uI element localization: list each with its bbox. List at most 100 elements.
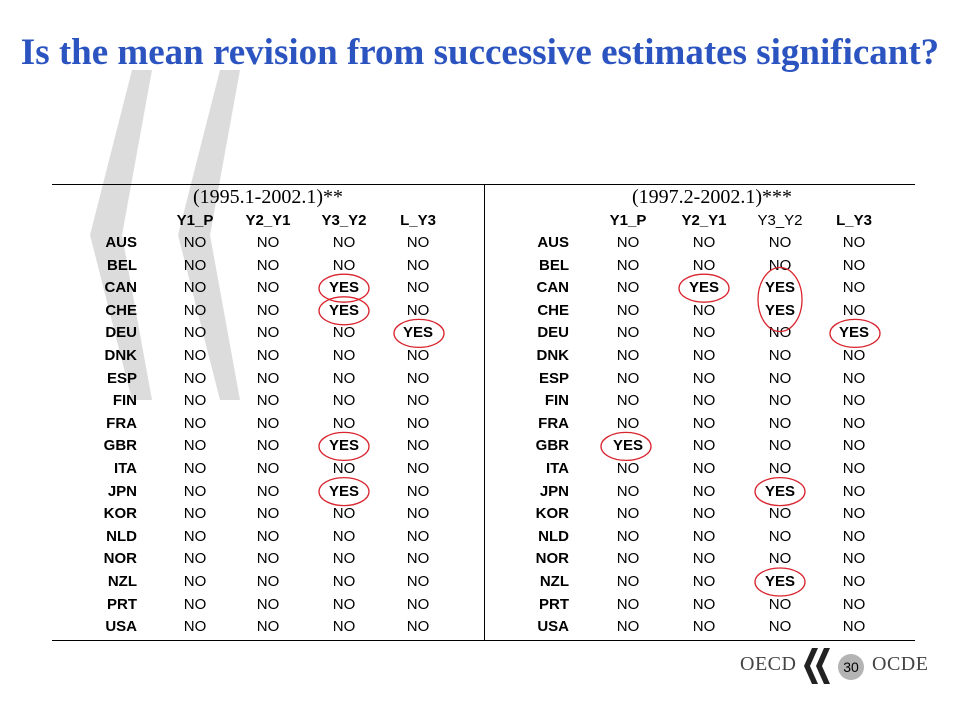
highlight-circle bbox=[829, 318, 881, 349]
country-label: ITA bbox=[113, 460, 137, 477]
country-label: DNK bbox=[104, 347, 138, 364]
value-cell: NO bbox=[842, 573, 866, 590]
value-cell: NO bbox=[616, 573, 640, 590]
value-cell: NO bbox=[256, 595, 280, 613]
country-label: PRT bbox=[107, 595, 137, 613]
value-cell: NO bbox=[768, 460, 792, 477]
value-cell: NO bbox=[842, 437, 866, 455]
value-cell: NO bbox=[616, 414, 640, 432]
value-cell: NO bbox=[406, 279, 430, 297]
value-cell: NO bbox=[256, 618, 280, 636]
value-cell: NO bbox=[842, 527, 866, 545]
panel-divider bbox=[484, 184, 485, 641]
value-cell: NO bbox=[842, 347, 866, 364]
country-label: CHE bbox=[105, 301, 137, 319]
value-cell: NO bbox=[616, 324, 640, 342]
value-cell: NO bbox=[406, 573, 430, 590]
value-cell: NO bbox=[406, 460, 430, 477]
highlight-circle bbox=[678, 273, 730, 303]
country-label: NLD bbox=[538, 527, 569, 545]
value-cell: NO bbox=[183, 618, 207, 636]
value-cell: NO bbox=[842, 482, 866, 500]
value-cell: NO bbox=[842, 550, 866, 568]
value-cell: NO bbox=[332, 324, 356, 342]
value-cell: NO bbox=[616, 256, 640, 274]
panel-period-label: (1997.2-2002.1)*** bbox=[632, 186, 792, 208]
value-cell: NO bbox=[692, 437, 716, 455]
value-cell: NO bbox=[692, 301, 716, 319]
highlight-circle bbox=[318, 431, 370, 462]
value-cell: NO bbox=[256, 505, 280, 523]
value-cell: NO bbox=[616, 505, 640, 523]
column-header: Y1_P bbox=[176, 212, 214, 229]
value-cell: NO bbox=[406, 437, 430, 455]
value-cell: NO bbox=[256, 414, 280, 432]
country-label: ESP bbox=[106, 369, 137, 387]
value-cell: NO bbox=[183, 437, 207, 455]
value-cell: NO bbox=[692, 414, 716, 432]
value-cell: NO bbox=[692, 573, 716, 590]
value-cell: NO bbox=[406, 414, 430, 432]
highlight-circle bbox=[318, 273, 370, 303]
value-cell: NO bbox=[256, 482, 280, 500]
value-cell: NO bbox=[256, 369, 280, 387]
value-cell: NO bbox=[406, 595, 430, 613]
country-label: NLD bbox=[106, 527, 137, 545]
value-cell: NO bbox=[183, 256, 207, 274]
value-cell: NO bbox=[616, 618, 640, 636]
value-cell: NO bbox=[616, 347, 640, 364]
value-cell: NO bbox=[332, 573, 356, 590]
value-cell: NO bbox=[332, 550, 356, 568]
value-cell: NO bbox=[256, 279, 280, 297]
value-cell: NO bbox=[768, 505, 792, 523]
highlight-circle bbox=[757, 266, 803, 333]
value-cell: NO bbox=[842, 460, 866, 477]
value-cell: NO bbox=[768, 347, 792, 364]
value-cell: NO bbox=[616, 392, 640, 410]
value-cell: NO bbox=[616, 460, 640, 477]
country-label: FRA bbox=[106, 414, 137, 432]
value-cell: NO bbox=[768, 256, 792, 274]
value-cell: NO bbox=[406, 527, 430, 545]
table-bottom-rule bbox=[52, 640, 915, 641]
value-cell: NO bbox=[332, 347, 356, 364]
significant-cell: YES bbox=[612, 437, 643, 455]
significant-cell: YES bbox=[764, 573, 795, 590]
country-label: JPN bbox=[107, 482, 137, 500]
country-label: NZL bbox=[107, 573, 137, 590]
value-cell: NO bbox=[768, 437, 792, 455]
country-label: ESP bbox=[538, 369, 569, 387]
value-cell: NO bbox=[183, 527, 207, 545]
value-cell: NO bbox=[183, 324, 207, 342]
value-cell: NO bbox=[183, 550, 207, 568]
oecd-logo-icon bbox=[804, 648, 830, 684]
value-cell: NO bbox=[406, 234, 430, 251]
value-cell: NO bbox=[406, 256, 430, 274]
column-header: L_Y3 bbox=[400, 212, 436, 229]
value-cell: NO bbox=[332, 460, 356, 477]
country-label: FIN bbox=[112, 392, 137, 410]
country-label: NOR bbox=[535, 550, 569, 568]
value-cell: NO bbox=[406, 369, 430, 387]
value-cell: NO bbox=[768, 369, 792, 387]
value-cell: NO bbox=[616, 550, 640, 568]
value-cell: NO bbox=[692, 527, 716, 545]
value-cell: NO bbox=[183, 482, 207, 500]
value-cell: NO bbox=[616, 595, 640, 613]
value-cell: NO bbox=[256, 527, 280, 545]
value-cell: NO bbox=[692, 324, 716, 342]
value-cell: NO bbox=[406, 347, 430, 364]
value-cell: NO bbox=[768, 414, 792, 432]
column-header: Y2_Y1 bbox=[681, 212, 727, 229]
significant-cell: YES bbox=[328, 482, 359, 500]
value-cell: NO bbox=[768, 392, 792, 410]
country-label: DNK bbox=[536, 347, 570, 364]
value-cell: NO bbox=[332, 256, 356, 274]
highlight-circle bbox=[318, 476, 370, 507]
value-cell: NO bbox=[332, 505, 356, 523]
value-cell: NO bbox=[332, 414, 356, 432]
country-label: CAN bbox=[536, 279, 570, 297]
significant-cell: YES bbox=[764, 482, 795, 500]
value-cell: NO bbox=[692, 618, 716, 636]
value-cell: NO bbox=[183, 414, 207, 432]
